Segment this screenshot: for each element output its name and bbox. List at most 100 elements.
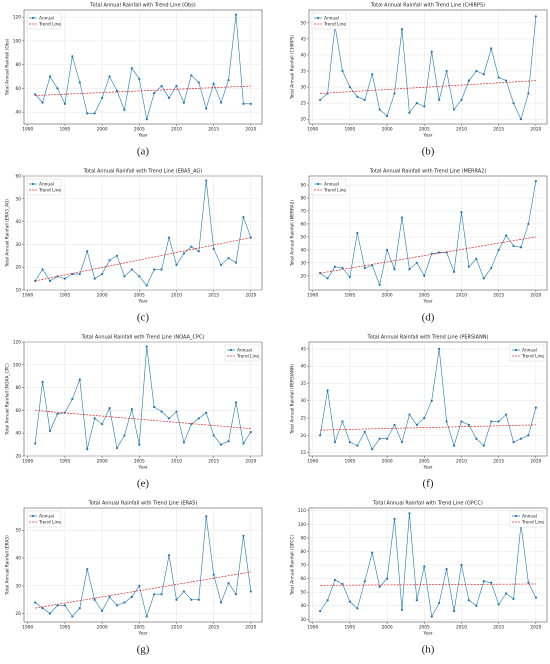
trend-line — [320, 424, 536, 431]
chart-title: Total Annual Rainfall with Trend Line (M… — [369, 169, 487, 175]
data-point — [348, 600, 352, 603]
data-point — [423, 416, 426, 420]
data-point — [86, 250, 89, 253]
plot-area — [308, 9, 548, 125]
y-tick-label: 40 — [16, 431, 22, 437]
data-point — [504, 79, 508, 82]
data-point — [512, 597, 515, 601]
data-point — [497, 420, 500, 423]
y-tick-label: 60 — [301, 576, 307, 582]
data-point — [212, 434, 215, 437]
data-point — [71, 397, 74, 401]
x-axis-label: Year — [422, 465, 432, 471]
data-point — [41, 606, 44, 610]
data-point — [41, 268, 44, 271]
data-point — [175, 598, 178, 601]
x-tick-label: 1995 — [59, 127, 70, 133]
data-point — [490, 47, 493, 50]
data-point — [115, 446, 119, 450]
data-point — [145, 345, 148, 348]
x-tick-label: 2015 — [493, 293, 504, 299]
data-point — [123, 275, 126, 278]
data-point — [341, 266, 344, 270]
data-point — [333, 441, 337, 444]
data-point — [234, 13, 238, 16]
data-point — [48, 429, 52, 433]
data-point — [534, 406, 537, 409]
data-point — [93, 112, 96, 115]
y-tick-label: 30 — [301, 85, 307, 91]
legend-marker — [31, 182, 35, 186]
y-tick-label: 50 — [301, 590, 307, 596]
data-point — [138, 443, 141, 446]
data-point — [153, 92, 156, 95]
legend-label: Annual — [39, 514, 54, 520]
data-point — [326, 389, 329, 392]
x-tick-label: 2005 — [134, 459, 145, 465]
legend-label: Trend Line — [38, 188, 61, 194]
data-point — [363, 98, 366, 102]
y-axis-label: Total Annual Rainfall (GPCC) — [290, 535, 296, 597]
data-point — [504, 413, 508, 416]
data-point — [167, 417, 171, 420]
y-axis-label: Total Annual Rainfall (NOAA_CPC) — [5, 363, 11, 436]
data-point — [78, 606, 81, 610]
y-tick-label: 50 — [16, 196, 22, 202]
data-point — [108, 407, 111, 410]
data-point — [212, 573, 215, 576]
data-point — [341, 69, 344, 73]
data-point — [430, 50, 433, 53]
data-point — [438, 601, 441, 605]
data-point — [438, 98, 441, 102]
x-axis-label: Year — [422, 299, 432, 305]
data-point — [182, 590, 186, 593]
x-tick-label: 2005 — [419, 459, 430, 465]
legend-box — [311, 178, 347, 196]
x-tick-label: 2005 — [134, 127, 145, 133]
panel-caption: (b) — [422, 146, 435, 158]
chart-title: Total Annual Rainfall with Trend Line (E… — [88, 501, 198, 507]
data-point — [393, 268, 396, 271]
y-tick-label: 60 — [301, 221, 307, 227]
x-tick-label: 2000 — [382, 127, 393, 133]
data-point — [56, 412, 59, 415]
x-tick-label: 2005 — [419, 625, 430, 631]
data-point — [438, 347, 441, 351]
data-point — [319, 98, 322, 102]
legend-label: Annual — [522, 514, 537, 520]
data-point — [356, 231, 359, 235]
data-point — [408, 111, 411, 114]
data-point — [363, 266, 366, 270]
data-point — [527, 581, 530, 584]
x-tick-label: 2005 — [134, 625, 145, 631]
x-tick-label: 1995 — [59, 459, 70, 465]
data-point — [460, 211, 463, 214]
y-axis-label: Total Annual Rainfall (MERRA2) — [290, 200, 296, 268]
data-point — [519, 437, 523, 440]
data-point — [153, 593, 156, 596]
chart-panel: 20 30 40 50 60 70 80 90 1990 1995 2000 2005 2010 2015… — [290, 169, 548, 324]
x-tick-label: 1990 — [307, 127, 318, 133]
data-point — [490, 420, 493, 423]
y-tick-label: 15 — [301, 450, 307, 456]
data-point — [385, 248, 389, 251]
y-tick-label: 45 — [301, 36, 307, 42]
data-point — [490, 266, 493, 270]
chart-panel: 20 30 40 50 1990 1995 2000 2005 2010 2015 2020 Tota… — [5, 501, 263, 656]
data-point — [71, 55, 74, 58]
data-point — [227, 581, 230, 585]
data-point — [234, 401, 238, 404]
legend-label: Annual — [324, 182, 339, 188]
panel-caption: (g) — [137, 644, 150, 656]
legend-marker — [31, 514, 35, 518]
data-point — [130, 408, 133, 411]
x-tick-label: 2020 — [530, 625, 541, 631]
data-point — [197, 81, 200, 84]
x-tick-label: 2010 — [171, 625, 182, 631]
data-point — [519, 118, 523, 121]
data-point — [445, 567, 448, 571]
data-point — [341, 420, 344, 423]
data-point — [34, 442, 37, 445]
data-point — [400, 608, 404, 611]
data-point — [234, 261, 238, 264]
